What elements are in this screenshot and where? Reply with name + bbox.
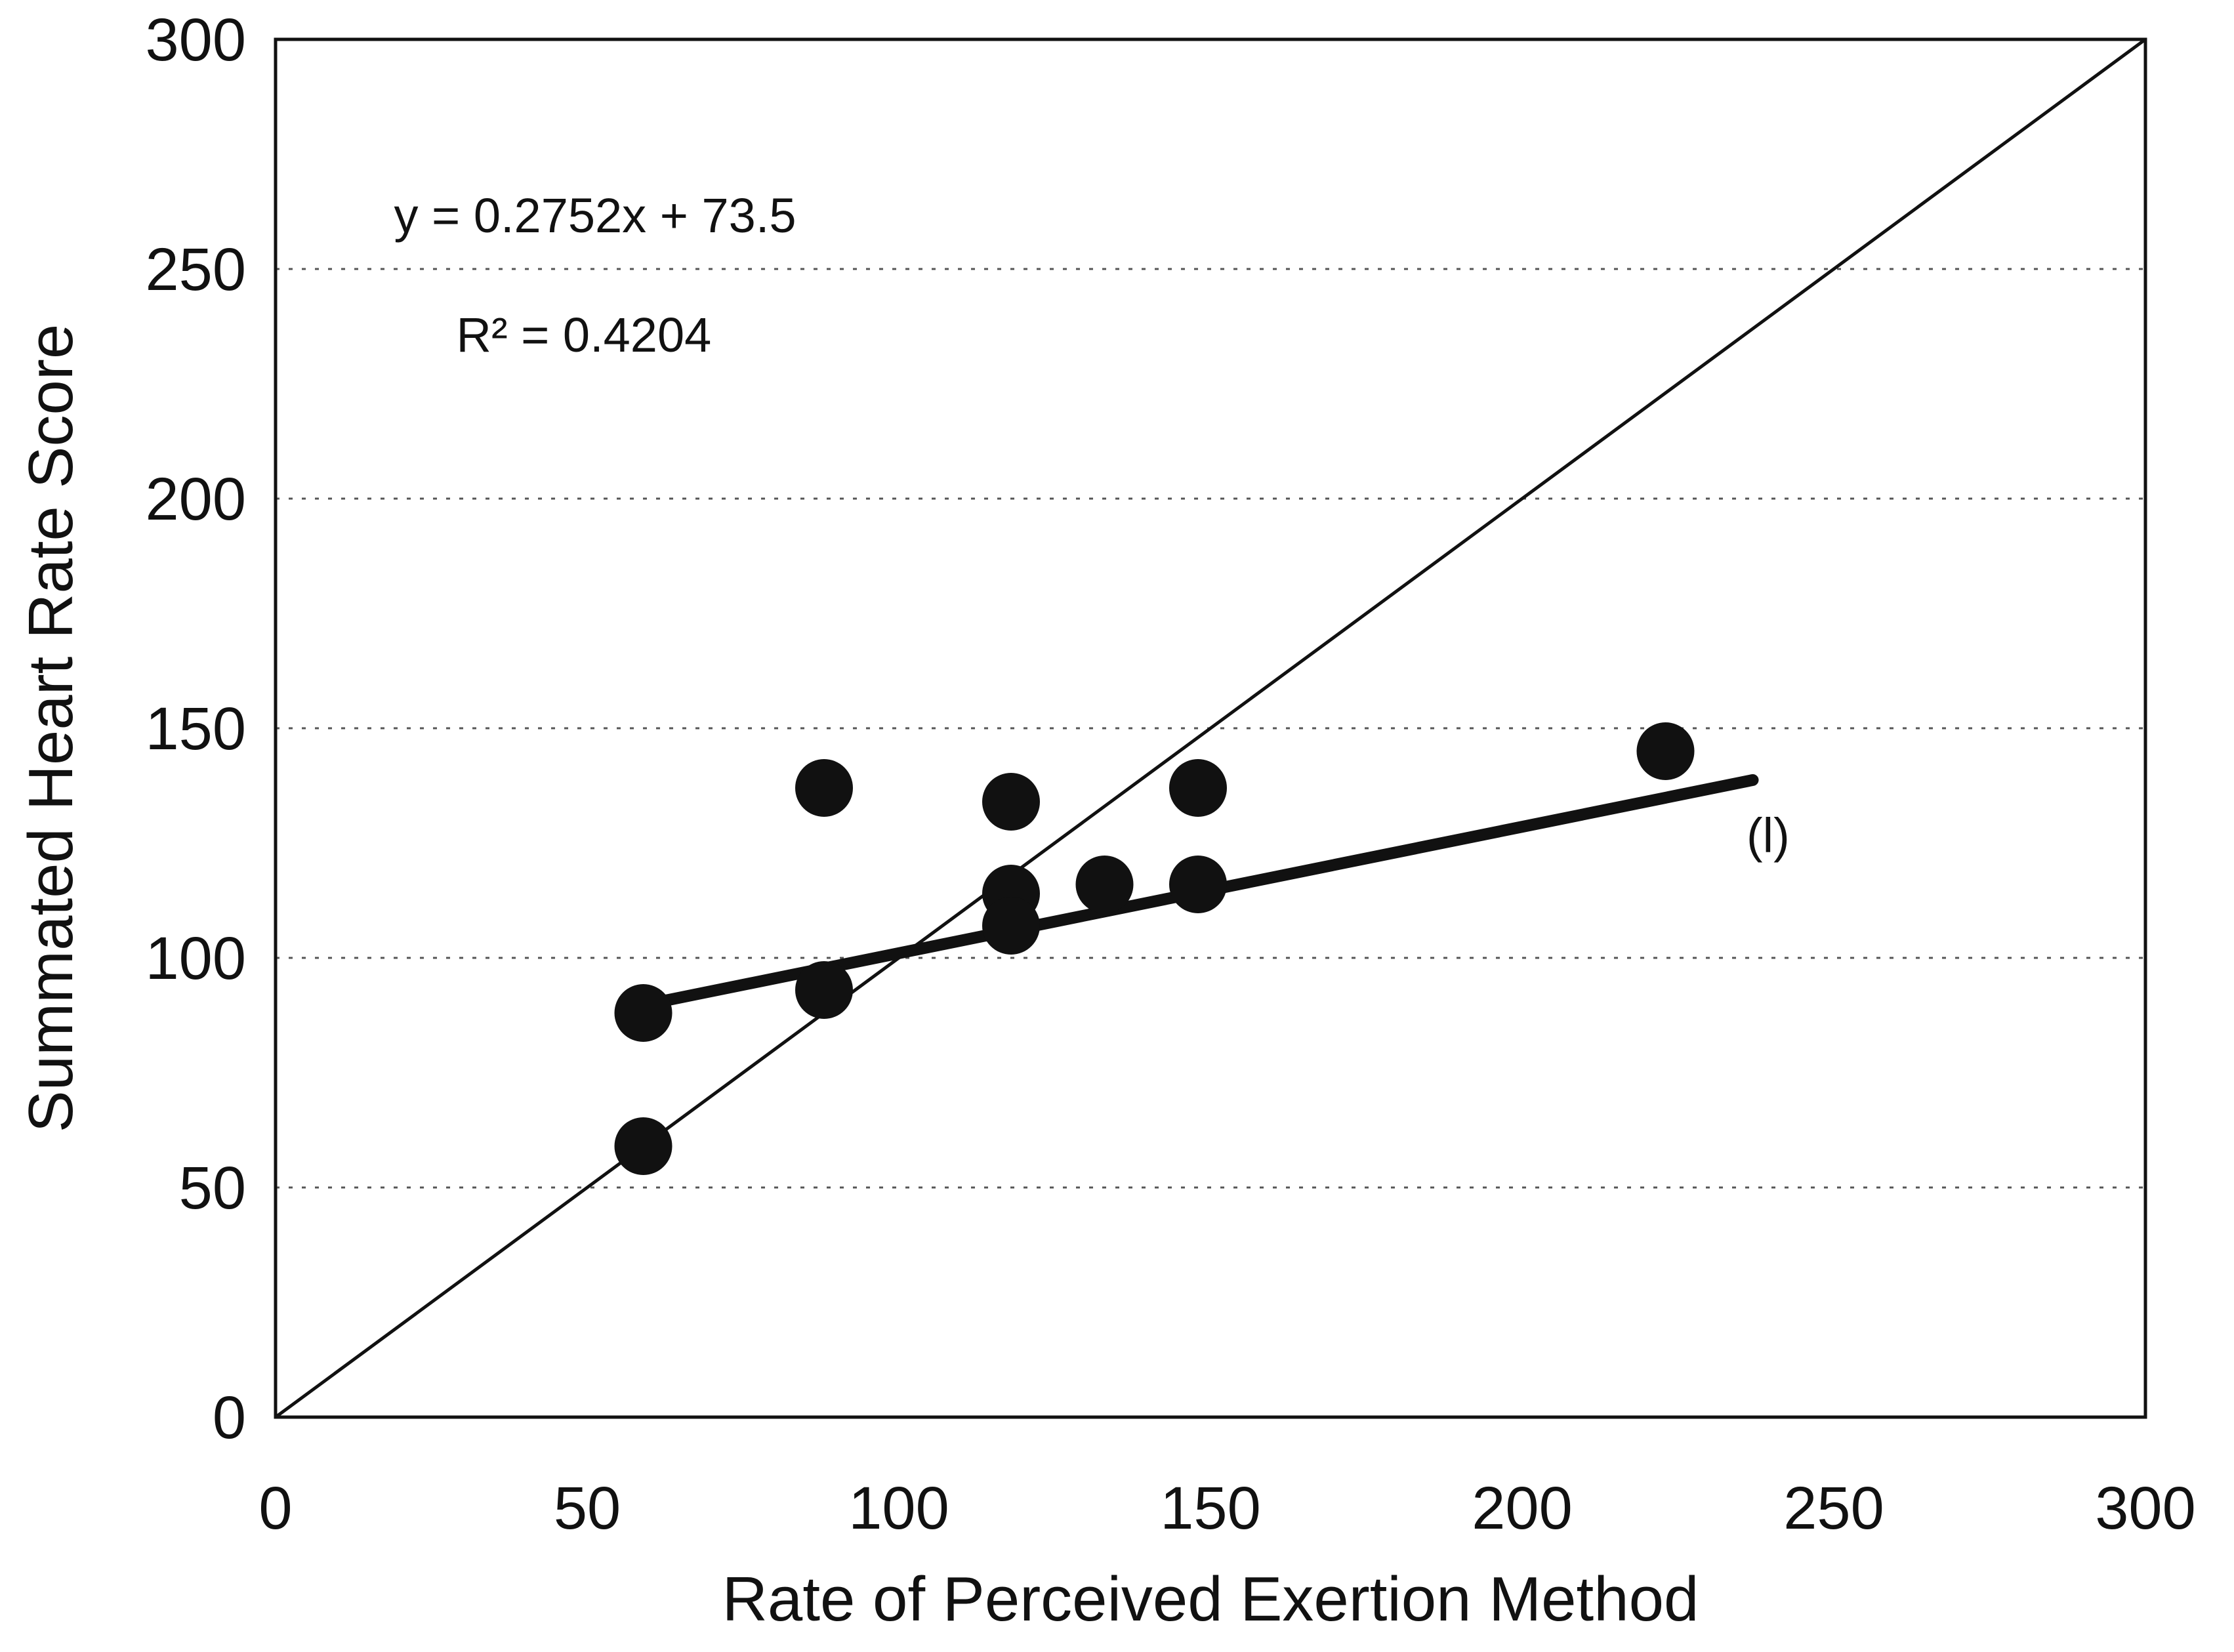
x-tick-label-1: 50 bbox=[554, 1475, 621, 1542]
x-tick-label-4: 200 bbox=[1472, 1475, 1573, 1542]
plot-frame bbox=[274, 37, 2147, 1419]
r-squared-label: R² = 0.4204 bbox=[457, 308, 712, 362]
side-annotation: (l) bbox=[1747, 808, 1790, 863]
x-axis-title: Rate of Perceived Exertion Method bbox=[722, 1564, 1699, 1634]
y-tick-label-6: 300 bbox=[146, 7, 247, 73]
data-point-4 bbox=[982, 773, 1040, 831]
trendline-equation: y = 0.2752x + 73.5 bbox=[394, 188, 796, 243]
data-point-3 bbox=[795, 961, 853, 1019]
y-tick-label-5: 250 bbox=[146, 236, 247, 303]
y-tick-label-1: 50 bbox=[179, 1155, 246, 1222]
data-point-8 bbox=[1169, 759, 1227, 817]
data-point-0 bbox=[614, 984, 672, 1042]
x-tick-label-5: 250 bbox=[1783, 1475, 1884, 1542]
y-tick-label-3: 150 bbox=[146, 695, 247, 762]
identity-line bbox=[274, 37, 2147, 1419]
y-axis-title: Summated Heart Rate Score bbox=[16, 324, 86, 1133]
data-point-10 bbox=[1636, 722, 1695, 780]
data-point-1 bbox=[614, 1117, 672, 1175]
x-tick-label-2: 100 bbox=[848, 1475, 949, 1542]
x-tick-label-0: 0 bbox=[259, 1475, 292, 1542]
axis-ticks: 0 50 100 150 200 250 300 0 50 100 150 200 250 300 bbox=[146, 7, 2196, 1542]
x-tick-label-6: 300 bbox=[2095, 1475, 2196, 1542]
data-point-6 bbox=[982, 897, 1040, 955]
data-point-9 bbox=[1169, 856, 1227, 913]
y-tick-label-4: 200 bbox=[146, 466, 247, 533]
data-points bbox=[614, 722, 1695, 1175]
data-point-2 bbox=[795, 759, 853, 817]
x-tick-label-3: 150 bbox=[1160, 1475, 1261, 1542]
y-tick-label-2: 100 bbox=[146, 925, 247, 992]
y-tick-label-0: 0 bbox=[213, 1384, 246, 1451]
data-point-7 bbox=[1075, 856, 1134, 913]
identity-line-layer bbox=[274, 37, 2147, 1419]
